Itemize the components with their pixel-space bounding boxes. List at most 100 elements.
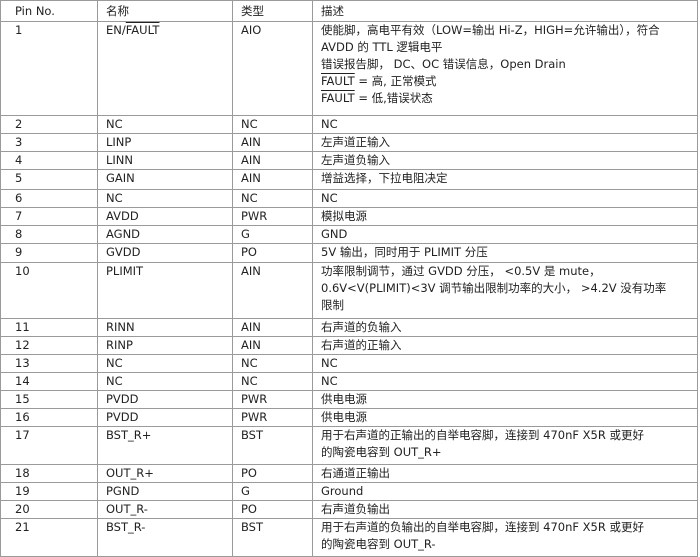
pin-cell: 21 (0, 518, 98, 557)
pin-cell: 19 (0, 482, 98, 501)
header-cell: Pin No. (0, 0, 98, 22)
header-cell: 名称 (97, 0, 233, 22)
type-cell: AIN (232, 318, 313, 337)
desc-line: 右声道负输出 (321, 501, 697, 518)
pin-cell: 7 (0, 207, 98, 226)
type-cell: G (232, 482, 313, 501)
desc-cell: 增益选择，下拉电阻决定 (312, 169, 698, 190)
name-cell: OUT_R+ (97, 464, 233, 483)
name-cell: GVDD (97, 243, 233, 263)
pin-cell: 2 (0, 115, 98, 134)
desc-text: FAULT (321, 91, 355, 105)
desc-text: 功率限制调节，通过 GVDD 分压， <0.5V 是 mute， (321, 264, 601, 278)
type-cell: NC (232, 115, 313, 134)
type-cell: PWR (232, 408, 313, 427)
pin-cell: 10 (0, 262, 98, 319)
header-cell: 类型 (232, 0, 313, 22)
desc-text: 5V 输出，同时用于 PLIMIT 分压 (321, 245, 488, 259)
header-row: Pin No. 名称 类型 描述 (0, 0, 698, 22)
desc-cell: 模拟电源 (312, 207, 698, 226)
desc-line: 右声道的正输入 (321, 337, 697, 354)
desc-line: NC (321, 190, 697, 207)
name-cell: LINP (97, 133, 233, 152)
desc-text: 用于右声道的负输出的自举电容脚，连接到 470nF X5R 或更好 (321, 520, 645, 534)
pin-cell: 5 (0, 169, 98, 190)
desc-text: 用于右声道的正输出的自举电容脚，连接到 470nF X5R 或更好 (321, 428, 645, 442)
desc-cell: 左声道负输入 (312, 151, 698, 170)
desc-cell: 5V 输出，同时用于 PLIMIT 分压 (312, 243, 698, 263)
name-text: RINN (106, 320, 135, 334)
table-row: 17 BST_R+ BST 用于右声道的正输出的自举电容脚，连接到 470nF X5R… (0, 426, 698, 465)
desc-line: GND (321, 226, 697, 243)
desc-text: GND (321, 227, 348, 241)
desc-text: 右声道的负输入 (321, 320, 402, 334)
pin-cell: 16 (0, 408, 98, 427)
desc-cell: 右声道负输出 (312, 500, 698, 519)
pin-cell: 14 (0, 372, 98, 391)
table-row: 9 GVDD PO 5V 输出，同时用于 PLIMIT 分压 (0, 243, 698, 263)
desc-line: 左声道正输入 (321, 134, 697, 151)
desc-line: AVDD 的 TTL 逻辑电平 (321, 39, 697, 56)
table-row: 18 OUT_R+ PO 右通道正输出 (0, 464, 698, 483)
desc-cell: NC (312, 372, 698, 391)
desc-text: = 低,错误状态 (354, 91, 433, 105)
table-header: Pin No. 名称 类型 描述 (0, 0, 698, 22)
table-row: 21 BST_R- BST 用于右声道的负输出的自举电容脚，连接到 470nF X5R… (0, 518, 698, 557)
table-row: 11 RINN AIN 右声道的负输入 (0, 318, 698, 337)
type-cell: AIN (232, 262, 313, 319)
desc-text: AVDD 的 TTL 逻辑电平 (321, 40, 443, 54)
name-text: PVDD (106, 410, 139, 424)
pin-cell: 11 (0, 318, 98, 337)
table-row: 6 NC NC NC (0, 189, 698, 208)
table-row: 15 PVDD PWR 供电电源 (0, 390, 698, 409)
name-cell: BST_R- (97, 518, 233, 557)
name-cell: PGND (97, 482, 233, 501)
name-text: LINN (106, 153, 134, 167)
pin-cell: 18 (0, 464, 98, 483)
desc-text: NC (321, 356, 338, 370)
name-cell: AGND (97, 225, 233, 244)
desc-line: 左声道负输入 (321, 152, 697, 169)
pin-cell: 4 (0, 151, 98, 170)
desc-cell: 用于右声道的负输出的自举电容脚，连接到 470nF X5R 或更好 的陶瓷电容到 … (312, 518, 698, 557)
desc-line: NC (321, 355, 697, 372)
name-cell: RINP (97, 336, 233, 355)
desc-cell: NC (312, 354, 698, 373)
table-row: 4 LINN AIN 左声道负输入 (0, 151, 698, 170)
pin-cell: 9 (0, 243, 98, 263)
desc-line: FAULT = 低,错误状态 (321, 90, 697, 107)
name-text: NC (106, 191, 123, 205)
desc-line: 用于右声道的负输出的自举电容脚，连接到 470nF X5R 或更好 (321, 519, 697, 536)
desc-text: 0.6V<V(PLIMIT)<3V 调节输出限制功率的大小， >4.2V 没有功… (321, 281, 667, 295)
pin-cell: 20 (0, 500, 98, 519)
table-row: 5 GAIN AIN 增益选择，下拉电阻决定 (0, 169, 698, 190)
name-text: PLIMIT (106, 264, 144, 278)
type-cell: AIO (232, 21, 313, 116)
desc-line: 模拟电源 (321, 208, 697, 225)
type-cell: NC (232, 354, 313, 373)
name-cell: LINN (97, 151, 233, 170)
name-text: AVDD (106, 209, 139, 223)
desc-text: 供电电源 (321, 410, 367, 424)
desc-line: 使能脚，高电平有效（LOW=输出 Hi-Z，HIGH=允许输出），符合 (321, 22, 697, 39)
desc-line: 错误报告脚， DC、OC 错误信息，Open Drain (321, 56, 697, 73)
type-cell: AIN (232, 336, 313, 355)
table-row: 20 OUT_R- PO 右声道负输出 (0, 500, 698, 519)
desc-text: = 高, 正常模式 (354, 74, 437, 88)
desc-line: 的陶瓷电容到 OUT_R+ (321, 444, 697, 461)
table-row: 10 PLIMIT AIN 功率限制调节，通过 GVDD 分压， <0.5V 是 mu… (0, 262, 698, 319)
desc-line: NC (321, 116, 697, 133)
desc-text: 的陶瓷电容到 OUT_R+ (321, 445, 442, 459)
name-text: GAIN (106, 171, 135, 185)
name-cell: PLIMIT (97, 262, 233, 319)
desc-line: 限制 (321, 297, 697, 314)
desc-text: NC (321, 191, 338, 205)
name-text: NC (106, 117, 123, 131)
desc-line: 5V 输出，同时用于 PLIMIT 分压 (321, 244, 697, 261)
desc-text: 右声道负输出 (321, 502, 390, 516)
pin-cell: 1 (0, 21, 98, 116)
header-cell: 描述 (312, 0, 698, 22)
desc-cell: 右通道正输出 (312, 464, 698, 483)
pin-cell: 3 (0, 133, 98, 152)
name-text: OUT_R+ (106, 466, 154, 480)
